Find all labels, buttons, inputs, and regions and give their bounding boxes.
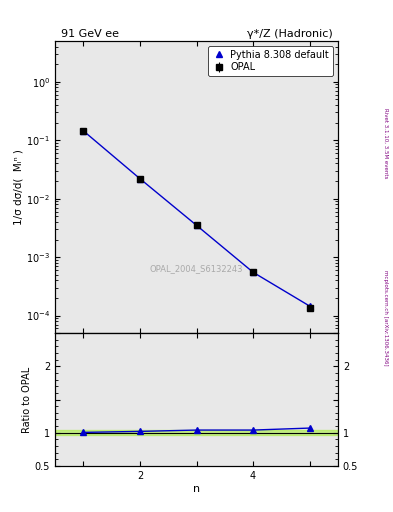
Y-axis label: Ratio to OPAL: Ratio to OPAL	[22, 367, 32, 433]
Legend: Pythia 8.308 default, OPAL: Pythia 8.308 default, OPAL	[208, 46, 333, 76]
Pythia 8.308 default	[194, 222, 199, 228]
Text: mcplots.cern.ch [arXiv:1306.3436]: mcplots.cern.ch [arXiv:1306.3436]	[383, 270, 388, 365]
Line: Pythia 8.308 default: Pythia 8.308 default	[81, 128, 312, 309]
Text: 91 GeV ee: 91 GeV ee	[61, 29, 119, 39]
Pythia 8.308 default	[81, 127, 86, 134]
Text: Rivet 3.1.10, 3.5M events: Rivet 3.1.10, 3.5M events	[383, 108, 388, 179]
Pythia 8.308 default	[307, 303, 312, 309]
Pythia 8.308 default	[251, 269, 255, 275]
Y-axis label: 1/σ dσ/d(  Mₗⁿ ): 1/σ dσ/d( Mₗⁿ )	[13, 149, 23, 225]
Bar	[55, 431, 338, 435]
Text: γ*/Z (Hadronic): γ*/Z (Hadronic)	[246, 29, 332, 39]
Pythia 8.308 default	[138, 176, 142, 182]
X-axis label: n: n	[193, 483, 200, 494]
Text: OPAL_2004_S6132243: OPAL_2004_S6132243	[150, 264, 243, 273]
